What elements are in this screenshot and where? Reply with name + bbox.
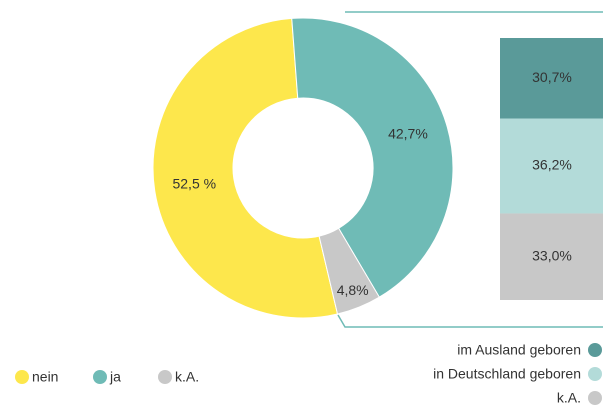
legend-swatch: [588, 367, 602, 381]
bar-segment: [500, 118, 603, 214]
legend-label: nein: [32, 369, 58, 385]
pie-slice: [291, 17, 454, 298]
legend-swatch: [158, 370, 172, 384]
slice-label: 52,5 %: [172, 176, 216, 192]
slice-label: 42,7%: [388, 126, 428, 142]
bar-label: 30,7%: [532, 69, 572, 85]
legend-swatch: [15, 370, 29, 384]
legend-label: ja: [109, 369, 121, 385]
legend-swatch: [588, 343, 602, 357]
bar-label: 33,0%: [532, 247, 572, 263]
pie-slice: [152, 17, 339, 319]
legend-label: k.A.: [557, 390, 581, 406]
legend-swatch: [588, 391, 602, 405]
slice-label: 4,8%: [337, 282, 369, 298]
pie-slice: [318, 227, 380, 315]
legend-label: in Deutschland geboren: [433, 366, 581, 382]
bar-segment: [500, 213, 603, 300]
legend-label: k.A.: [175, 369, 199, 385]
bar-label: 36,2%: [532, 157, 572, 173]
legend-swatch: [93, 370, 107, 384]
connector: [337, 314, 603, 328]
bar-segment: [500, 38, 603, 119]
legend-label: im Ausland geboren: [457, 342, 581, 358]
